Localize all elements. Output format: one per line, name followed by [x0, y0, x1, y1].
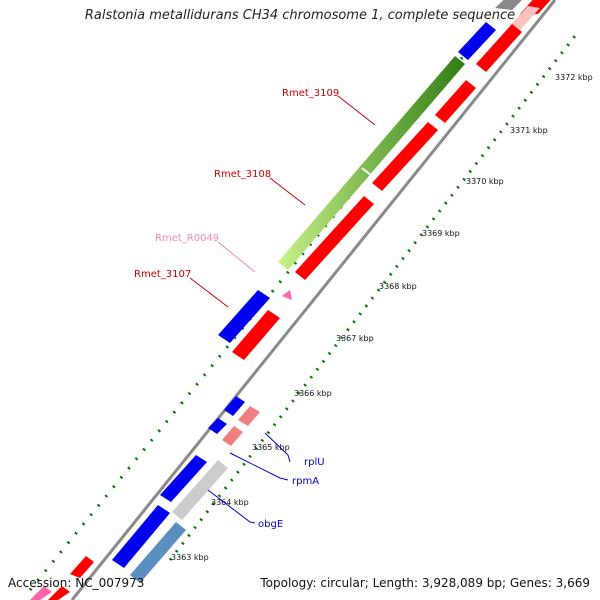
rrna-rmet-r0049 [282, 290, 292, 300]
topology-label: Topology: circular; Length: 3,928,089 bp… [260, 576, 590, 590]
leader-obge [207, 489, 256, 524]
red-gene-2 [372, 122, 438, 191]
gene-label-rmet3108: Rmet_3108 [214, 169, 271, 180]
gene-label-rmet3107: Rmet_3107 [134, 269, 191, 280]
red-gene-top [476, 24, 522, 72]
blue-gene-3 [160, 455, 207, 502]
scale-label: 3363 kbp [171, 553, 209, 562]
gene-label-rpma: rpmA [292, 476, 319, 487]
scale-label: 3366 kbp [294, 389, 332, 398]
top-right-pink-feature [508, 6, 540, 30]
scale-label: 3365 kbp [252, 443, 290, 452]
scale-label: 3369 kbp [422, 229, 460, 238]
leader-rplu [264, 432, 291, 463]
leader-rmet3108 [269, 177, 306, 206]
blue-gene-top [458, 22, 496, 60]
leader-rmet3109 [337, 95, 376, 126]
red-gene-rmet3108 [295, 196, 374, 280]
scale-labels: 3363 kbp 3364 kbp 3365 kbp 3366 kbp 3367… [171, 73, 593, 562]
map-title: Ralstonia metallidurans CH34 chromosome … [84, 8, 516, 23]
accession-label: Accession: NC_007973 [8, 576, 145, 590]
bottom-left-red-feature-2 [70, 556, 94, 578]
scale-label: 3371 kbp [510, 126, 548, 135]
gray-gene-obge [172, 460, 228, 520]
backbone-line [70, 0, 557, 600]
label-leaders [189, 95, 376, 524]
pink-gene-rpma [222, 426, 243, 446]
bottom-left-pink-feature [30, 586, 52, 600]
inner-tick-track [168, 31, 580, 561]
scale-label: 3367 kbp [336, 334, 374, 343]
scale-label: 3372 kbp [555, 73, 593, 82]
scale-label: 3370 kbp [466, 177, 504, 186]
red-gene-3 [435, 80, 476, 123]
green-gene-rmet3109 [278, 56, 465, 270]
gene-label-rplu: rplU [304, 457, 325, 468]
gene-label-rmet-r0049: Rmet_R0049 [155, 233, 219, 244]
scale-label: 3368 kbp [379, 282, 417, 291]
leader-rpma [229, 452, 289, 481]
blue-gene-4 [112, 505, 170, 568]
gene-labels: Rmet_3109 Rmet_3108 Rmet_R0049 Rmet_3107… [134, 88, 339, 530]
blue-gene-small-2 [208, 418, 227, 434]
leader-rmet-r0049 [217, 241, 256, 273]
gene-label-obge: obgE [258, 519, 283, 530]
bottom-left-red-feature-1 [48, 586, 70, 600]
blue-gene-small-1 [224, 396, 245, 416]
green-gene-divider [361, 167, 373, 177]
red-gene-rmet3107 [232, 310, 280, 360]
top-right-gray-feature [495, 0, 522, 10]
leader-rmet3107 [189, 277, 229, 308]
pink-gene-rplu [238, 406, 260, 426]
blue-gene-rmet3107 [218, 290, 270, 343]
scale-label: 3364 kbp [211, 498, 249, 507]
gene-label-rmet3109: Rmet_3109 [282, 88, 339, 99]
steelblue-gene [130, 522, 186, 583]
